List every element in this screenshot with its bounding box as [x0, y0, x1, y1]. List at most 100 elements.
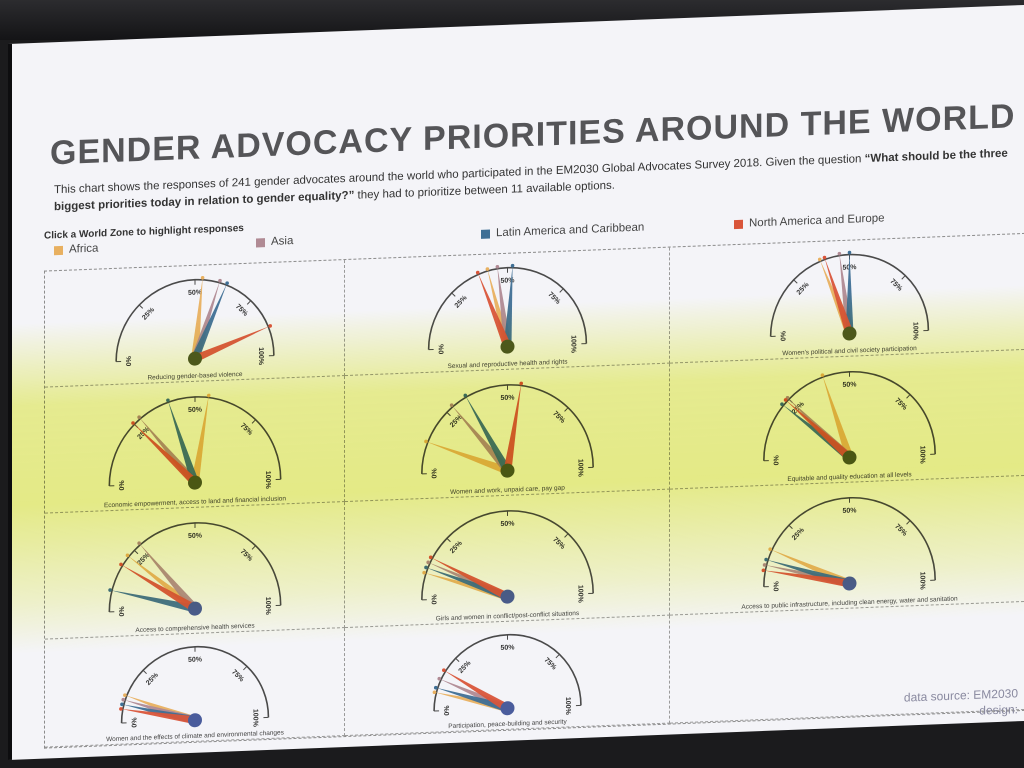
dashboard-screen: GENDER ADVOCACY PRIORITIES AROUND THE WO…	[8, 4, 1024, 761]
needle-tip	[822, 255, 827, 260]
needle-tip	[437, 676, 442, 681]
gauge-tick-label: 0%	[126, 355, 133, 366]
needle-tip	[123, 693, 127, 697]
gauge-tick-label: 75%	[551, 536, 566, 551]
gauge-tick-label: 100%	[576, 585, 583, 604]
legend-item-africa[interactable]: Africa	[54, 243, 98, 257]
gauge-cell[interactable]: 0% 25% 50% 75% 100% Participation, peace-buil…	[345, 615, 670, 737]
gauge-tick-label: 25%	[791, 526, 806, 542]
needle-north-america-and-europe	[120, 564, 198, 613]
legend-label: North America and Europe	[749, 212, 885, 230]
gauge-cell[interactable]: 0% 25% 50% 75% 100% Access to public infrastr…	[670, 475, 1024, 616]
gauge-tick-label: 100%	[252, 709, 259, 728]
gauge-tick-label: 0%	[119, 479, 126, 490]
gauge-tick-label: 75%	[546, 291, 561, 306]
gauge-tick	[555, 653, 560, 659]
needle-tip	[442, 668, 446, 673]
gauge-tick-label: 50%	[500, 644, 515, 652]
gauge-cell[interactable]: 0% 25% 50% 75% 100% Access to comprehensive h…	[45, 502, 345, 640]
gauge-tick-label: 75%	[234, 303, 249, 318]
gauge-tick-label: 100%	[570, 335, 577, 354]
gauge-tick	[788, 524, 793, 529]
gauge-tick-label: 0%	[444, 705, 451, 716]
gauge-label: Participation, peace-building and securi…	[448, 719, 567, 731]
gauge-pivot	[500, 701, 515, 716]
gauge-tick-label: 25%	[145, 671, 160, 687]
gauge-tick-label: 100%	[264, 597, 271, 616]
gauge-cell[interactable]: 0% 25% 50% 75% 100% Girls and women in confli…	[345, 489, 670, 629]
legend-item-latin-america-and-caribbean[interactable]: Latin America and Caribbean	[481, 222, 644, 240]
legend-label: Latin America and Caribbean	[496, 221, 645, 240]
gauge-chart: 0%25%50%75%100%Access to comprehensive h…	[108, 522, 282, 634]
gauge-tick	[451, 292, 456, 297]
needle-tip	[837, 251, 842, 256]
needle-africa	[434, 692, 509, 713]
gauge-tick	[251, 419, 256, 424]
needle-tip	[510, 263, 515, 268]
gauge-chart: 0%25%50%75%100%Women's political and civ…	[769, 250, 930, 357]
gauge-tick	[793, 279, 798, 284]
gauge-tick	[246, 300, 252, 305]
needle-tip	[847, 250, 852, 255]
gauge-cell[interactable]: 0% 25% 50% 75% 100% Reducing gender-based vio…	[45, 260, 345, 388]
gauge-tick-label: 50%	[500, 520, 515, 528]
needle-north-america-and-europe	[443, 670, 510, 712]
gauge-tick	[446, 537, 451, 543]
legend-label: Africa	[69, 242, 99, 256]
gauge-chart: 0%25%50%75%100%Women and work, unpaid ca…	[421, 381, 594, 496]
legend-item-asia[interactable]: Asia	[256, 235, 293, 248]
gauge-tick-label: 75%	[888, 278, 903, 293]
gauge-chart: 0% 25% 50% 75% 100% Participation, peace-buil…	[432, 633, 582, 731]
gauge-cell[interactable]: 0%25%50%75%100%Equitable and quality edu…	[670, 349, 1024, 490]
gauge-tick	[559, 288, 564, 293]
gauge-tick-label: 50%	[188, 406, 203, 414]
gauge-tick-label: 100%	[257, 347, 264, 366]
legend-swatch	[481, 228, 490, 239]
legend-item-north-america-and-europe[interactable]: North America and Europe	[734, 212, 885, 230]
gauge-cell[interactable]: 0%25%50%75%100%Economic empowerment, acc…	[45, 376, 345, 514]
gauge-cell[interactable]: 0% 25% 50% 75% 100% Women and the effects of …	[45, 628, 345, 748]
gauge-tick-label: 75%	[551, 410, 566, 425]
gauge-tick-label: 50%	[500, 394, 515, 402]
needle-tip	[817, 257, 822, 262]
needle-tip	[121, 697, 126, 702]
gauge-tick	[251, 545, 256, 550]
gauge-tick-label: 0%	[774, 580, 781, 591]
gauge-tick-label: 75%	[239, 548, 254, 563]
gauge-chart: 0%25%50%75%100%Reducing gender-based vio…	[115, 276, 275, 382]
gauge-tick-label: 0%	[438, 343, 445, 354]
gauge-tick-label: 100%	[564, 697, 571, 716]
gauge-cell[interactable]: 0% 25% 50% 75% 100% Women and work, unpaid ca…	[345, 363, 670, 503]
gauge-tick	[901, 275, 906, 280]
gauge-tick-label: 0%	[432, 467, 439, 478]
credits: data source: EM2030 design:	[904, 685, 1018, 721]
gauge-tick-label: 50%	[842, 507, 857, 515]
gauge-cell[interactable]: 0% 25% 50% 75% 100% Sexual and reproductive h…	[345, 247, 670, 377]
gauge-cell[interactable]: 0%25%50%75%100%Women's political and civ…	[670, 233, 1024, 364]
gauge-tick	[243, 665, 248, 671]
gauge-tick-label: 50%	[500, 277, 515, 285]
gauge-tick-label: 0%	[780, 330, 787, 341]
gauge-tick-label: 0%	[131, 717, 138, 728]
needle-tip	[200, 276, 205, 280]
gauge-tick	[138, 304, 144, 309]
gauge-tick	[564, 407, 569, 412]
gauge-chart: 0%25%50%75%100%Girls and women in confli…	[421, 510, 594, 623]
needle-tip	[495, 264, 500, 269]
gauge-pivot	[188, 351, 202, 366]
needle-tip	[225, 281, 229, 285]
gauge-tick-label: 50%	[842, 381, 857, 389]
gauge-tick	[134, 549, 139, 555]
gauge-chart: 0% 25% 50% 75% 100%Women and the effects of …	[106, 645, 285, 743]
gauge-tick-label: 25%	[449, 539, 464, 555]
legend-swatch	[54, 245, 63, 255]
gauge-tick-label: 100%	[918, 572, 925, 591]
gauge-tick	[142, 669, 147, 675]
gauge-grid: 0% 25% 50% 75% 100% Reducing gender-based vio…	[44, 232, 1024, 749]
gauge-label: Women and the effects of climate and env…	[106, 729, 285, 743]
gauge-tick-label: 75%	[230, 669, 245, 684]
gauge-pivot	[188, 713, 202, 728]
gauge-tick-label: 25%	[141, 306, 156, 322]
gauge-tick-label: 0%	[774, 454, 781, 465]
needle-tip	[433, 685, 438, 690]
